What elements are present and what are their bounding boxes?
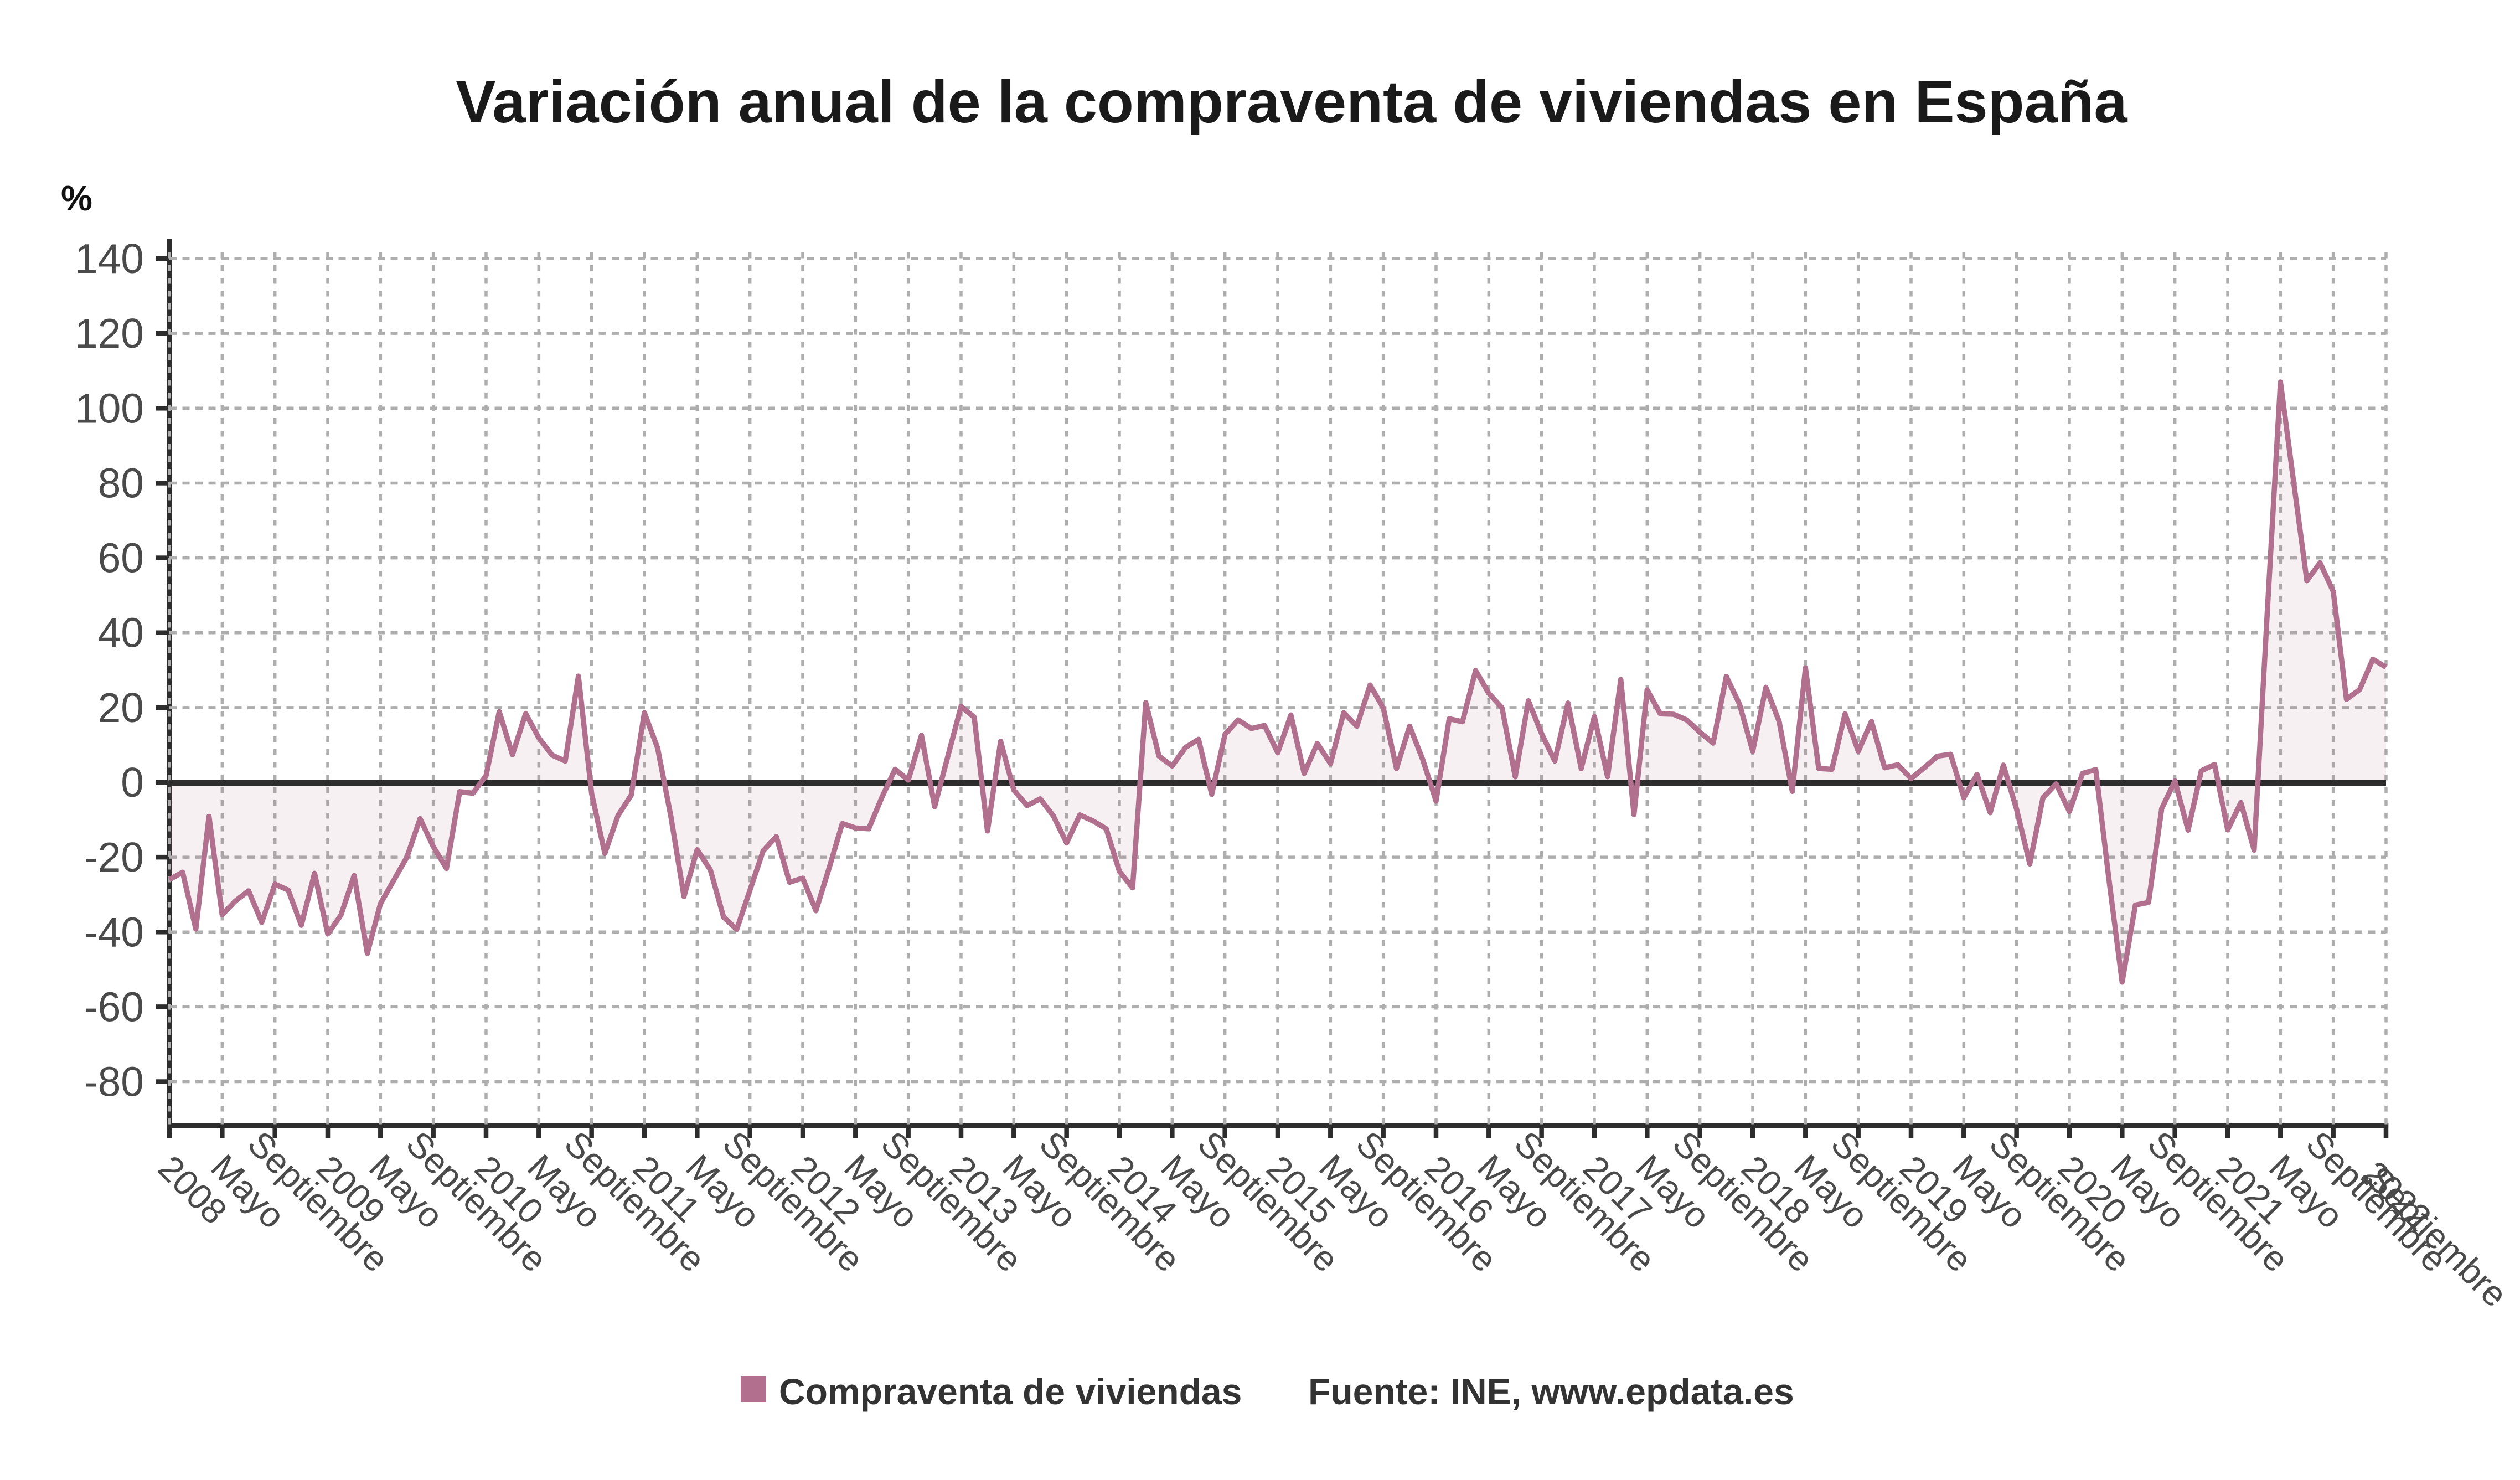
svg-text:-40: -40 — [84, 909, 144, 955]
svg-text:Compraventa de viviendas: Compraventa de viviendas — [779, 1371, 1242, 1412]
svg-text:80: 80 — [98, 460, 144, 506]
svg-text:40: 40 — [98, 610, 144, 656]
svg-text:20: 20 — [98, 684, 144, 731]
svg-text:0: 0 — [121, 759, 144, 806]
svg-text:Variación anual de la comprave: Variación anual de la compraventa de viv… — [456, 68, 2127, 135]
svg-text:-60: -60 — [84, 983, 144, 1030]
svg-text:120: 120 — [75, 310, 144, 357]
svg-text:Fuente: INE, www.epdata.es: Fuente: INE, www.epdata.es — [1308, 1371, 1794, 1412]
svg-text:140: 140 — [75, 235, 144, 282]
svg-text:-20: -20 — [84, 834, 144, 880]
svg-text:100: 100 — [75, 385, 144, 431]
svg-text:-80: -80 — [84, 1059, 144, 1105]
svg-text:%: % — [61, 178, 92, 218]
svg-text:60: 60 — [98, 535, 144, 581]
